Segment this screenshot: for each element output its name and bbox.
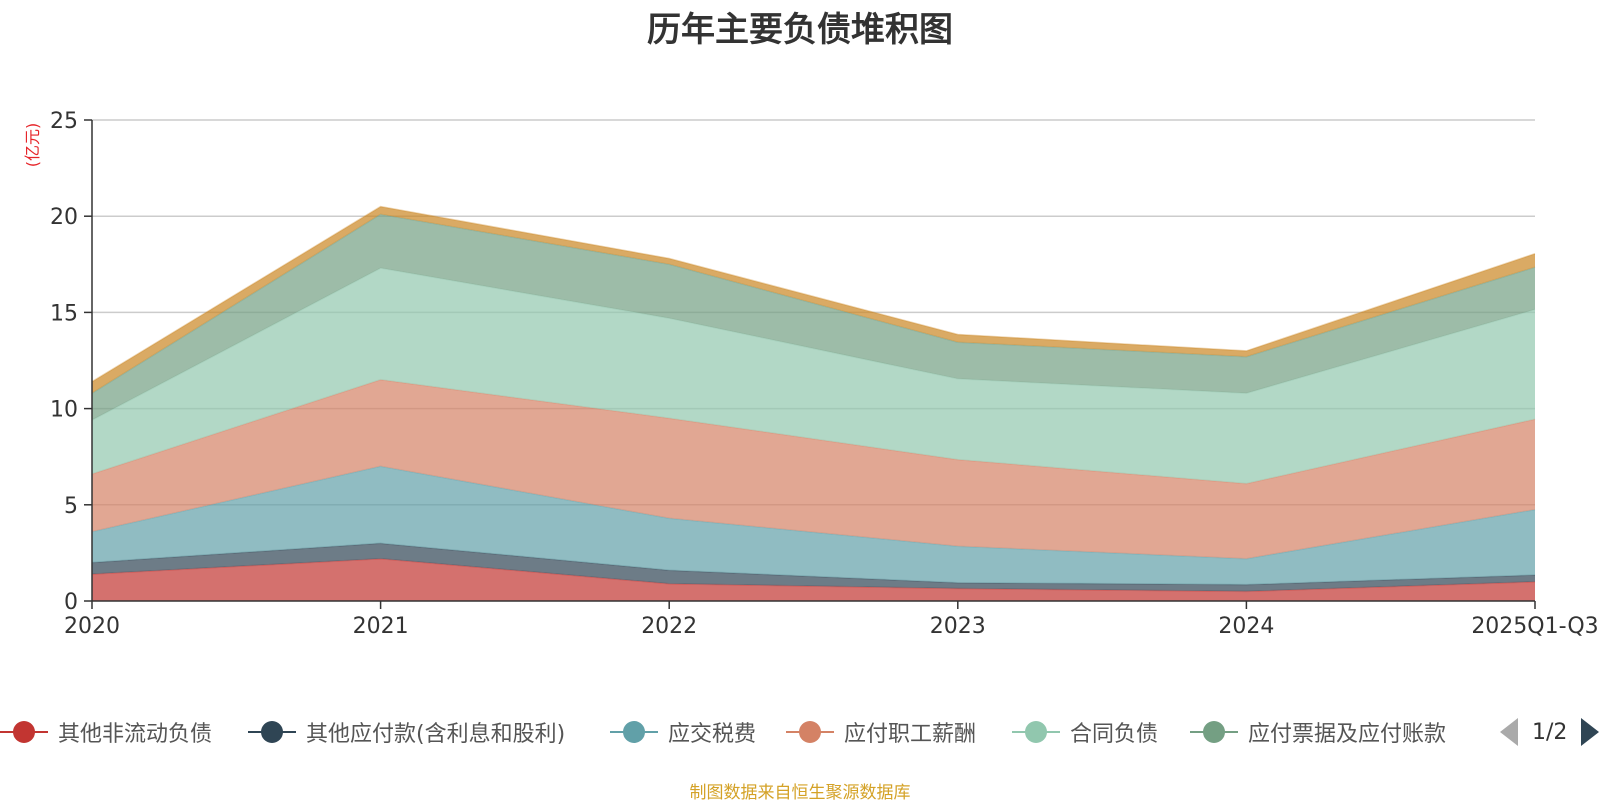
y-tick-label: 25 [50,109,78,134]
legend-page-indicator: 1/2 [1532,719,1568,745]
legend-prev-arrow-icon[interactable] [1500,718,1518,746]
x-tick-label: 2020 [64,614,120,639]
x-tick-label: 2023 [930,614,986,639]
area-series-1 [92,543,1535,592]
legend: 其他非流动负债 其他应付款(含利息和股利) 应交税费 应付职工薪酬 合同负债 应付票据及应… [0,700,1600,770]
legend-label: 其他非流动负债 [58,722,213,747]
area-series-0 [92,558,1535,601]
legend-marker-icon [610,714,658,750]
legend-pager: 1/2 [1500,714,1600,750]
y-tick-label: 0 [64,590,78,615]
legend-next-arrow-icon[interactable] [1581,718,1600,746]
area-series-3 [92,379,1535,559]
axes: 0 5 10 15 20 25 2020 2021 2022 2023 2024 2025Q1-Q3 [50,109,1599,639]
legend-label: 应付职工薪酬 [844,722,977,747]
y-tick-label: 20 [50,205,78,230]
legend-marker-icon [1190,714,1238,750]
y-axis-label: (亿元) [23,123,42,168]
legend-item-3[interactable]: 应付职工薪酬 [786,714,976,750]
legend-item-4[interactable]: 合同负债 [1012,714,1158,750]
area-series [91,205,1536,601]
legend-marker-icon [0,714,48,750]
legend-item-0[interactable]: 其他非流动负债 [0,714,212,750]
legend-item-1[interactable]: 其他应付款(含利息和股利) [248,714,565,750]
legend-label: 其他应付款(含利息和股利) [306,722,566,747]
legend-label: 应交税费 [668,722,757,747]
legend-item-2[interactable]: 应交税费 [610,714,756,750]
y-tick-label: 5 [64,494,78,519]
legend-label: 应付票据及应付账款 [1248,722,1447,747]
x-tick-label: 2022 [641,614,697,639]
legend-marker-icon [248,714,296,750]
chart-title: 历年主要负债堆积图 [647,10,953,50]
area-series-5 [92,214,1535,421]
legend-item-5[interactable]: 应付票据及应付账款 [1190,714,1446,750]
legend-marker-icon [786,714,834,750]
x-tick-label: 2021 [353,614,409,639]
y-tick-label: 15 [50,301,78,326]
legend-label: 合同负债 [1070,722,1159,747]
x-tick-label: 2025Q1-Q3 [1471,614,1598,639]
area-series-4 [92,268,1535,484]
legend-marker-icon [1012,714,1060,750]
y-tick-label: 10 [50,398,78,423]
x-tick-label: 2024 [1218,614,1274,639]
source-note: 制图数据来自恒生聚源数据库 [689,783,911,803]
area-series-edge-6 [91,205,1536,383]
area-series-2 [92,466,1535,585]
area-series-6 [92,206,1535,394]
